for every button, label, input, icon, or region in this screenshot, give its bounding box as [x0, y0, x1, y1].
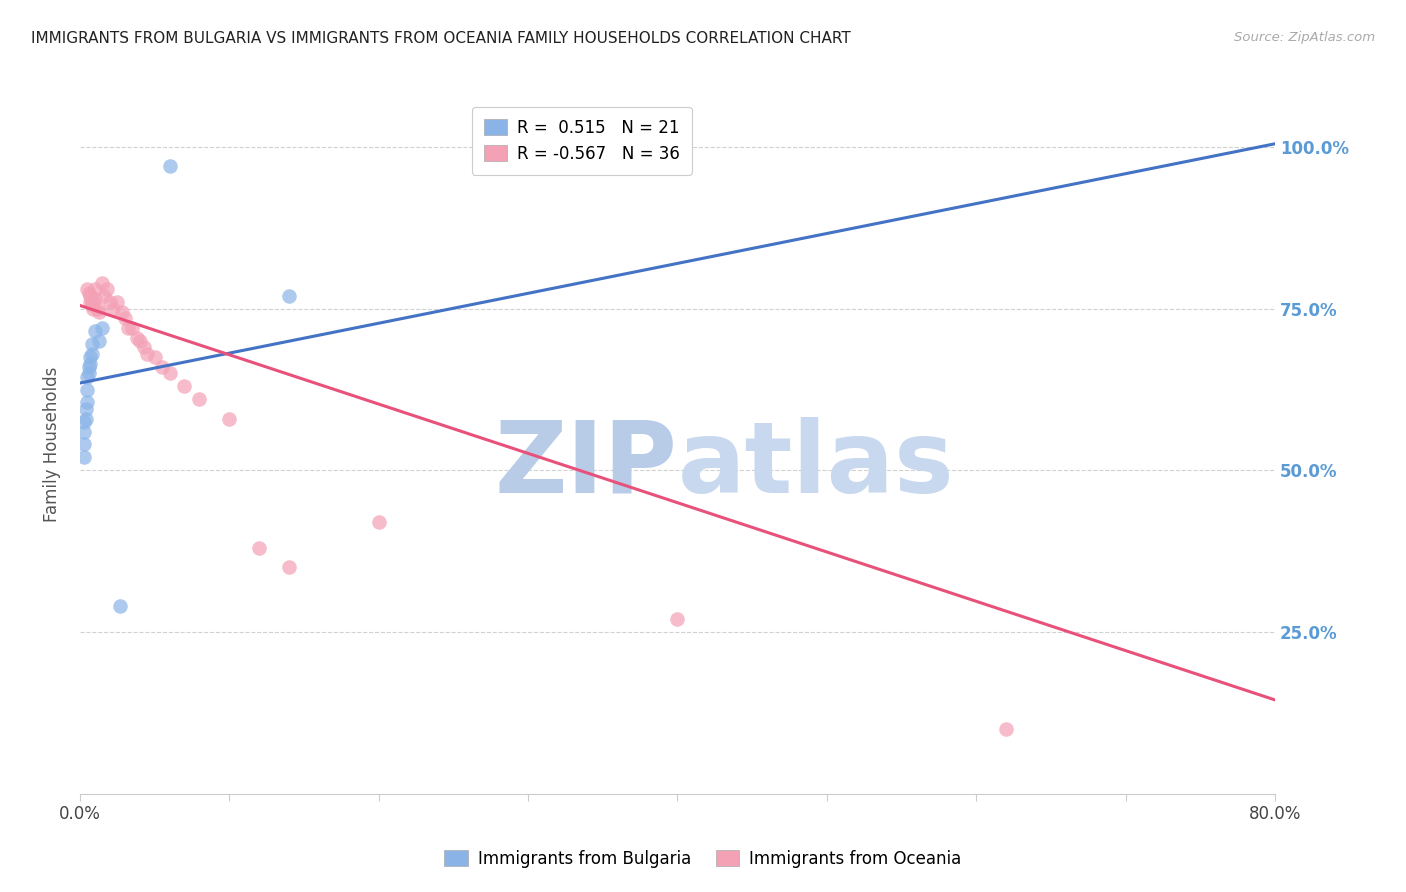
- Point: [278, 289, 301, 303]
- Point: [89, 334, 111, 348]
- Point: [136, 347, 159, 361]
- Point: [108, 599, 131, 614]
- Point: [79, 295, 101, 310]
- Text: ZIP: ZIP: [495, 417, 678, 514]
- Point: [105, 295, 128, 310]
- Point: [79, 289, 101, 303]
- Point: [76, 369, 98, 384]
- Point: [128, 334, 150, 348]
- Point: [79, 357, 101, 371]
- Point: [83, 282, 105, 296]
- Point: [218, 411, 240, 425]
- Point: [87, 301, 110, 316]
- Point: [666, 612, 689, 626]
- Point: [111, 305, 134, 319]
- Point: [143, 350, 166, 364]
- Point: [188, 392, 211, 407]
- Point: [76, 282, 98, 296]
- Point: [80, 347, 103, 361]
- Point: [75, 411, 97, 425]
- Point: [121, 321, 143, 335]
- Point: [117, 321, 139, 335]
- Point: [73, 425, 96, 439]
- Point: [75, 401, 97, 416]
- Point: [995, 722, 1018, 736]
- Point: [91, 321, 114, 335]
- Point: [76, 383, 98, 397]
- Text: Source: ZipAtlas.com: Source: ZipAtlas.com: [1234, 31, 1375, 45]
- Point: [80, 298, 103, 312]
- Point: [98, 295, 121, 310]
- Point: [96, 282, 118, 296]
- Point: [89, 305, 111, 319]
- Point: [173, 379, 195, 393]
- Point: [77, 367, 100, 381]
- Point: [247, 541, 270, 555]
- Point: [367, 515, 389, 529]
- Point: [83, 292, 105, 306]
- Point: [82, 301, 104, 316]
- Legend: R =  0.515   N = 21, R = -0.567   N = 36: R = 0.515 N = 21, R = -0.567 N = 36: [472, 107, 692, 175]
- Point: [76, 395, 98, 409]
- Point: [83, 324, 105, 338]
- Legend: Immigrants from Bulgaria, Immigrants from Oceania: Immigrants from Bulgaria, Immigrants fro…: [437, 844, 969, 875]
- Point: [80, 337, 103, 351]
- Point: [132, 341, 155, 355]
- Point: [73, 437, 96, 451]
- Point: [125, 331, 148, 345]
- Text: atlas: atlas: [678, 417, 955, 514]
- Point: [77, 285, 100, 300]
- Point: [73, 450, 96, 465]
- Point: [278, 560, 301, 574]
- Point: [93, 289, 115, 303]
- Point: [73, 415, 96, 429]
- Text: IMMIGRANTS FROM BULGARIA VS IMMIGRANTS FROM OCEANIA FAMILY HOUSEHOLDS CORRELATIO: IMMIGRANTS FROM BULGARIA VS IMMIGRANTS F…: [31, 31, 851, 46]
- Point: [80, 295, 103, 310]
- Point: [79, 350, 101, 364]
- Point: [114, 311, 136, 326]
- Point: [150, 359, 173, 374]
- Point: [159, 367, 181, 381]
- Point: [77, 359, 100, 374]
- Point: [101, 301, 124, 316]
- Point: [91, 276, 114, 290]
- Y-axis label: Family Households: Family Households: [44, 367, 60, 522]
- Point: [159, 160, 181, 174]
